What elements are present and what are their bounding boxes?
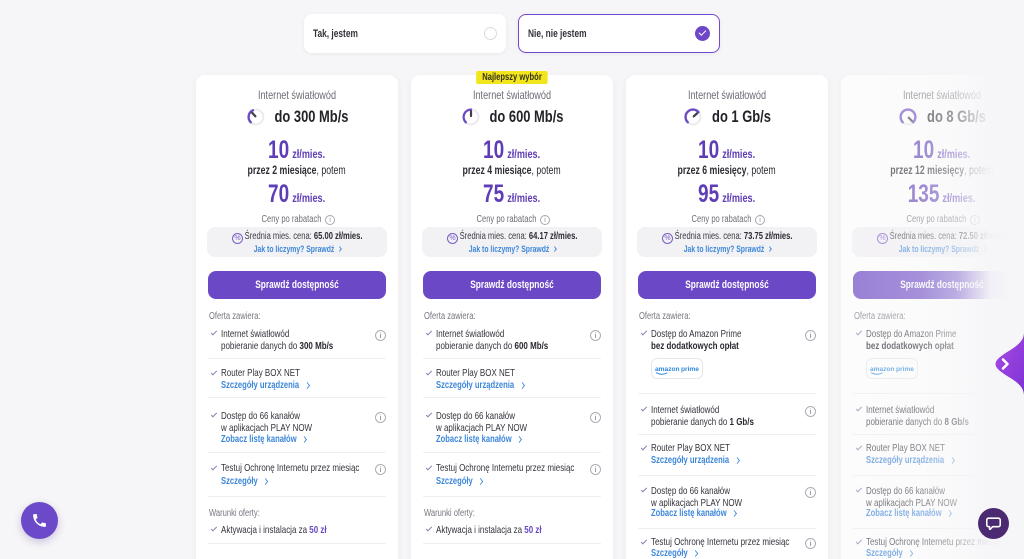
svg-text:prime: prime bbox=[681, 366, 699, 373]
svg-text:amazon: amazon bbox=[655, 366, 680, 373]
